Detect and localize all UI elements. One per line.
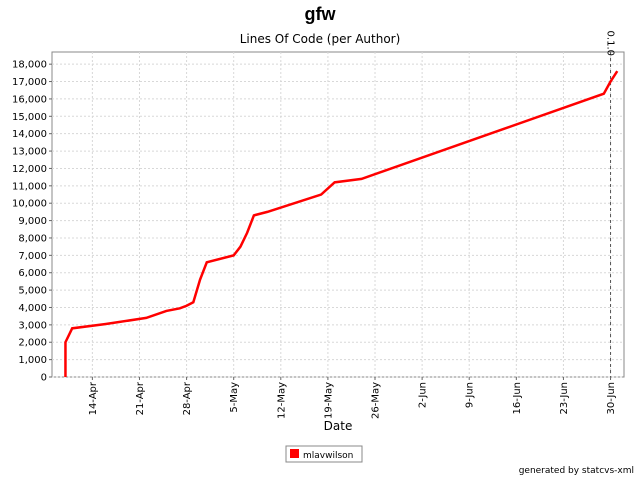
x-tick-label: 5-May xyxy=(229,382,240,413)
y-tick-label: 6,000 xyxy=(18,268,47,279)
y-tick-label: 4,000 xyxy=(18,303,47,314)
y-tick-label: 10,000 xyxy=(12,199,47,210)
y-tick-label: 15,000 xyxy=(12,112,47,123)
y-tick-label: 8,000 xyxy=(18,233,47,244)
y-tick-label: 9,000 xyxy=(18,216,47,227)
y-tick-label: 5,000 xyxy=(18,286,47,297)
y-tick-label: 0 xyxy=(41,373,47,384)
x-tick-label: 19-May xyxy=(323,382,334,419)
plot-area xyxy=(51,51,625,378)
x-tick-label: 14-Apr xyxy=(88,381,99,415)
x-tick-label: 23-Jun xyxy=(559,382,570,415)
x-tick-label: 9-Jun xyxy=(465,382,476,408)
y-tick-label: 3,000 xyxy=(18,320,47,331)
marker-label: 0.1.0 xyxy=(605,31,616,56)
y-tick-label: 13,000 xyxy=(12,147,47,158)
y-tick-label: 18,000 xyxy=(12,60,47,71)
x-tick-label: 30-Jun xyxy=(606,382,617,415)
x-tick-label: 2-Jun xyxy=(418,382,429,408)
y-tick-label: 7,000 xyxy=(18,251,47,262)
y-tick-label: 16,000 xyxy=(12,94,47,105)
y-tick-label: 12,000 xyxy=(12,164,47,175)
chart-title: gfw xyxy=(305,4,337,24)
y-tick-label: 17,000 xyxy=(12,77,47,88)
legend-label: mlavwilson xyxy=(303,451,353,461)
y-tick-label: 2,000 xyxy=(18,338,47,349)
x-tick-label: 28-Apr xyxy=(182,381,193,415)
y-tick-label: 1,000 xyxy=(18,355,47,366)
legend-swatch xyxy=(290,449,299,458)
series-line xyxy=(64,70,619,377)
y-tick-label: 11,000 xyxy=(12,181,47,192)
x-tick-label: 16-Jun xyxy=(512,382,523,415)
legend-box xyxy=(285,445,363,463)
footer: generated by statcvs-xml xyxy=(519,466,634,476)
x-tick-label: 21-Apr xyxy=(135,381,146,415)
chart-subtitle: Lines Of Code (per Author) xyxy=(240,32,401,46)
y-tick-label: 14,000 xyxy=(12,129,47,140)
x-axis-label: Date xyxy=(324,419,353,433)
x-tick-label: 12-May xyxy=(276,382,287,419)
x-tick-label: 26-May xyxy=(371,382,382,419)
